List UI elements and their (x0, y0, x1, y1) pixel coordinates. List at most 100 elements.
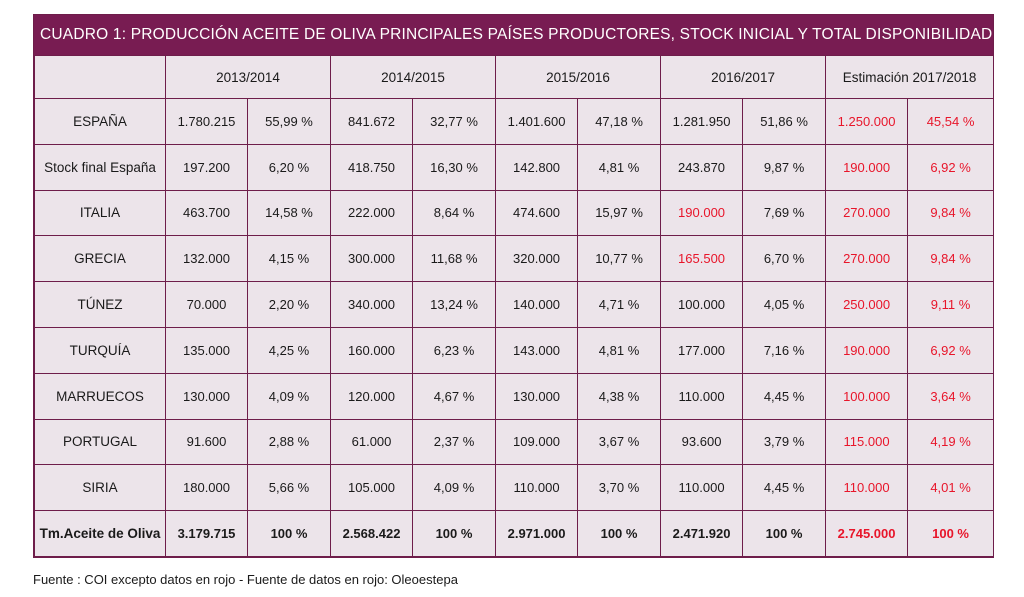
percent-cell: 4,09 % (412, 464, 497, 512)
percent-cell: 5,66 % (246, 464, 332, 512)
value-cell: 70.000 (165, 281, 248, 328)
row-label: GRECIA (34, 235, 166, 283)
table-row: Stock final España 197.200 6,20 % 418.750 16… (34, 143, 995, 191)
percent-cell: 11,68 % (412, 235, 497, 283)
value-cell: 270.000 (825, 235, 909, 283)
percent-cell: 4,38 % (577, 372, 662, 420)
value-cell: 340.000 (330, 281, 414, 328)
table-title: CUADRO 1: PRODUCCIÓN ACEITE DE OLIVA PRI… (34, 15, 993, 55)
percent-cell: 4,81 % (577, 143, 662, 191)
percent-cell: 4,15 % (246, 235, 332, 283)
row-label: TÚNEZ (34, 281, 166, 328)
percent-cell: 9,87 % (742, 143, 827, 191)
source-note: Fuente : COI excepto datos en rojo - Fue… (33, 572, 458, 587)
value-cell: 474.600 (495, 189, 579, 237)
total-row: Tm.Aceite de Oliva 3.179.715 100 % 2.568.42… (34, 510, 995, 557)
value-cell: 2.471.920 (660, 510, 744, 557)
value-cell: 130.000 (165, 372, 248, 420)
value-cell: 1.250.000 (825, 98, 909, 145)
percent-cell: 100 % (742, 510, 827, 557)
percent-cell: 9,84 % (907, 235, 995, 283)
percent-cell: 2,20 % (246, 281, 332, 328)
percent-cell: 100 % (577, 510, 662, 557)
value-cell: 177.000 (660, 326, 744, 374)
value-cell: 197.200 (165, 143, 248, 191)
row-label: SIRIA (34, 464, 166, 512)
percent-cell: 100 % (907, 510, 995, 557)
percent-cell: 13,24 % (412, 281, 497, 328)
value-cell: 110.000 (825, 464, 909, 512)
table-row: GRECIA 132.000 4,15 % 300.000 11,68 % 320.000… (34, 235, 995, 283)
column-header: 2014/2015 (330, 55, 497, 99)
value-cell: 320.000 (495, 235, 579, 283)
value-cell: 1.401.600 (495, 98, 579, 145)
table-frame: CUADRO 1: PRODUCCIÓN ACEITE DE OLIVA PRI… (33, 14, 995, 558)
value-cell: 300.000 (330, 235, 414, 283)
row-label: Tm.Aceite de Oliva (34, 510, 166, 557)
percent-cell: 100 % (412, 510, 497, 557)
percent-cell: 16,30 % (412, 143, 497, 191)
table-row: PORTUGAL 91.600 2,88 % 61.000 2,37 % 109.000 3… (34, 418, 995, 466)
percent-cell: 55,99 % (246, 98, 332, 145)
percent-cell: 47,18 % (577, 98, 662, 145)
value-cell: 2.745.000 (825, 510, 909, 557)
table-row: TURQUÍA 135.000 4,25 % 160.000 6,23 % 143.000… (34, 326, 995, 374)
value-cell: 190.000 (825, 326, 909, 374)
row-label: MARRUECOS (34, 372, 166, 420)
percent-cell: 4,81 % (577, 326, 662, 374)
percent-cell: 6,70 % (742, 235, 827, 283)
value-cell: 190.000 (660, 189, 744, 237)
value-cell: 143.000 (495, 326, 579, 374)
percent-cell: 8,64 % (412, 189, 497, 237)
column-header: 2016/2017 (660, 55, 827, 99)
value-cell: 250.000 (825, 281, 909, 328)
value-cell: 130.000 (495, 372, 579, 420)
percent-cell: 15,97 % (577, 189, 662, 237)
table-row: SIRIA 180.000 5,66 % 105.000 4,09 % 110.000 3,… (34, 464, 995, 512)
table-row: MARRUECOS 130.000 4,09 % 120.000 4,67 % 130.0… (34, 372, 995, 420)
value-cell: 160.000 (330, 326, 414, 374)
value-cell: 418.750 (330, 143, 414, 191)
olive-oil-table: 2013/2014 2014/2015 2015/2016 2016/2017 Esti… (34, 55, 995, 557)
value-cell: 110.000 (660, 464, 744, 512)
percent-cell: 4,01 % (907, 464, 995, 512)
percent-cell: 4,09 % (246, 372, 332, 420)
percent-cell: 2,37 % (412, 418, 497, 466)
value-cell: 110.000 (660, 372, 744, 420)
percent-cell: 6,92 % (907, 143, 995, 191)
table-row: ITALIA 463.700 14,58 % 222.000 8,64 % 474.600… (34, 189, 995, 237)
percent-cell: 4,19 % (907, 418, 995, 466)
table-row: ESPAÑA 1.780.215 55,99 % 841.672 32,77 % 1.40… (34, 98, 995, 145)
percent-cell: 4,45 % (742, 464, 827, 512)
value-cell: 243.870 (660, 143, 744, 191)
percent-cell: 51,86 % (742, 98, 827, 145)
percent-cell: 14,58 % (246, 189, 332, 237)
row-label: PORTUGAL (34, 418, 166, 466)
value-cell: 109.000 (495, 418, 579, 466)
percent-cell: 4,71 % (577, 281, 662, 328)
percent-cell: 4,45 % (742, 372, 827, 420)
percent-cell: 3,79 % (742, 418, 827, 466)
percent-cell: 9,11 % (907, 281, 995, 328)
percent-cell: 3,64 % (907, 372, 995, 420)
value-cell: 3.179.715 (165, 510, 248, 557)
value-cell: 110.000 (495, 464, 579, 512)
value-cell: 841.672 (330, 98, 414, 145)
value-cell: 120.000 (330, 372, 414, 420)
value-cell: 140.000 (495, 281, 579, 328)
percent-cell: 4,05 % (742, 281, 827, 328)
percent-cell: 3,70 % (577, 464, 662, 512)
percent-cell: 9,84 % (907, 189, 995, 237)
percent-cell: 45,54 % (907, 98, 995, 145)
value-cell: 61.000 (330, 418, 414, 466)
table-row: TÚNEZ 70.000 2,20 % 340.000 13,24 % 140.000 4,… (34, 281, 995, 328)
value-cell: 2.568.422 (330, 510, 414, 557)
value-cell: 1.281.950 (660, 98, 744, 145)
value-cell: 93.600 (660, 418, 744, 466)
value-cell: 91.600 (165, 418, 248, 466)
row-label: ITALIA (34, 189, 166, 237)
percent-cell: 10,77 % (577, 235, 662, 283)
column-header: Estimación 2017/2018 (825, 55, 995, 99)
percent-cell: 2,88 % (246, 418, 332, 466)
value-cell: 142.800 (495, 143, 579, 191)
